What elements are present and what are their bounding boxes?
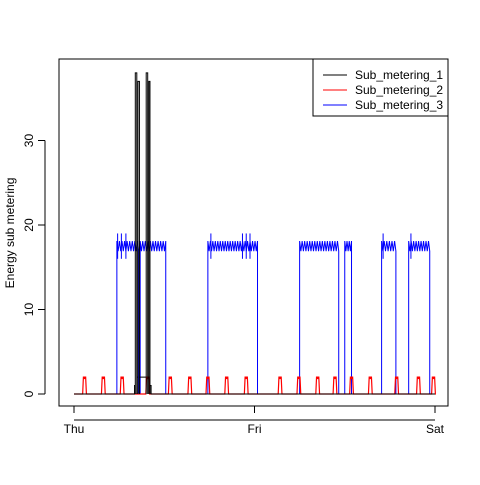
- series-sub-metering-2-pulse: [169, 377, 172, 380]
- legend-box: [312, 58, 449, 117]
- x-tick-label: Sat: [426, 422, 445, 436]
- series-sub-metering-2-pulse: [395, 377, 398, 380]
- series-sub-metering-2-pulse: [206, 377, 209, 380]
- plot-box: [58, 58, 449, 407]
- legend-label: Sub_metering_3: [355, 98, 443, 112]
- series-sub-metering-2-pulse: [225, 377, 228, 380]
- legend-label: Sub_metering_2: [355, 83, 443, 97]
- series-sub-metering-2-pulse: [278, 377, 282, 380]
- y-tick-label: 30: [22, 134, 36, 148]
- series-sub-metering-2-pulse: [316, 377, 319, 380]
- y-tick-label: 0: [22, 390, 36, 397]
- series-sub-metering-2-pulse: [83, 377, 86, 380]
- series-sub-metering-3-line: [74, 240, 435, 395]
- legend-label: Sub_metering_1: [355, 68, 443, 82]
- series-sub-metering-1-line: [74, 72, 435, 395]
- series-sub-metering-2-pulse: [188, 377, 191, 380]
- legend: Sub_metering_1Sub_metering_2Sub_metering…: [312, 58, 449, 117]
- series-sub-metering-2-pulse: [369, 377, 372, 380]
- series-sub-metering-2-pulse: [417, 377, 420, 380]
- y-axis-label: Energy sub metering: [3, 178, 17, 289]
- y-tick-label: 10: [22, 303, 36, 317]
- series-sub-metering-2-pulse: [102, 377, 105, 380]
- x-tick-label: Thu: [64, 422, 85, 436]
- x-tick-label: Fri: [248, 422, 262, 436]
- series-sub-metering-2-pulse: [245, 377, 248, 380]
- series-layer: [74, 72, 437, 395]
- series-sub-metering-2-pulse: [121, 377, 124, 380]
- series-sub-metering-2-pulse: [297, 377, 301, 380]
- y-tick-label: 20: [22, 218, 36, 232]
- y-axis: 0 10 20 30: [22, 134, 46, 397]
- series-sub-metering-2-pulse: [350, 377, 353, 380]
- x-axis: Thu Fri Sat: [64, 406, 445, 436]
- series-sub-metering-2-pulse: [432, 377, 435, 380]
- series-sub-metering-2-pulse: [333, 377, 337, 380]
